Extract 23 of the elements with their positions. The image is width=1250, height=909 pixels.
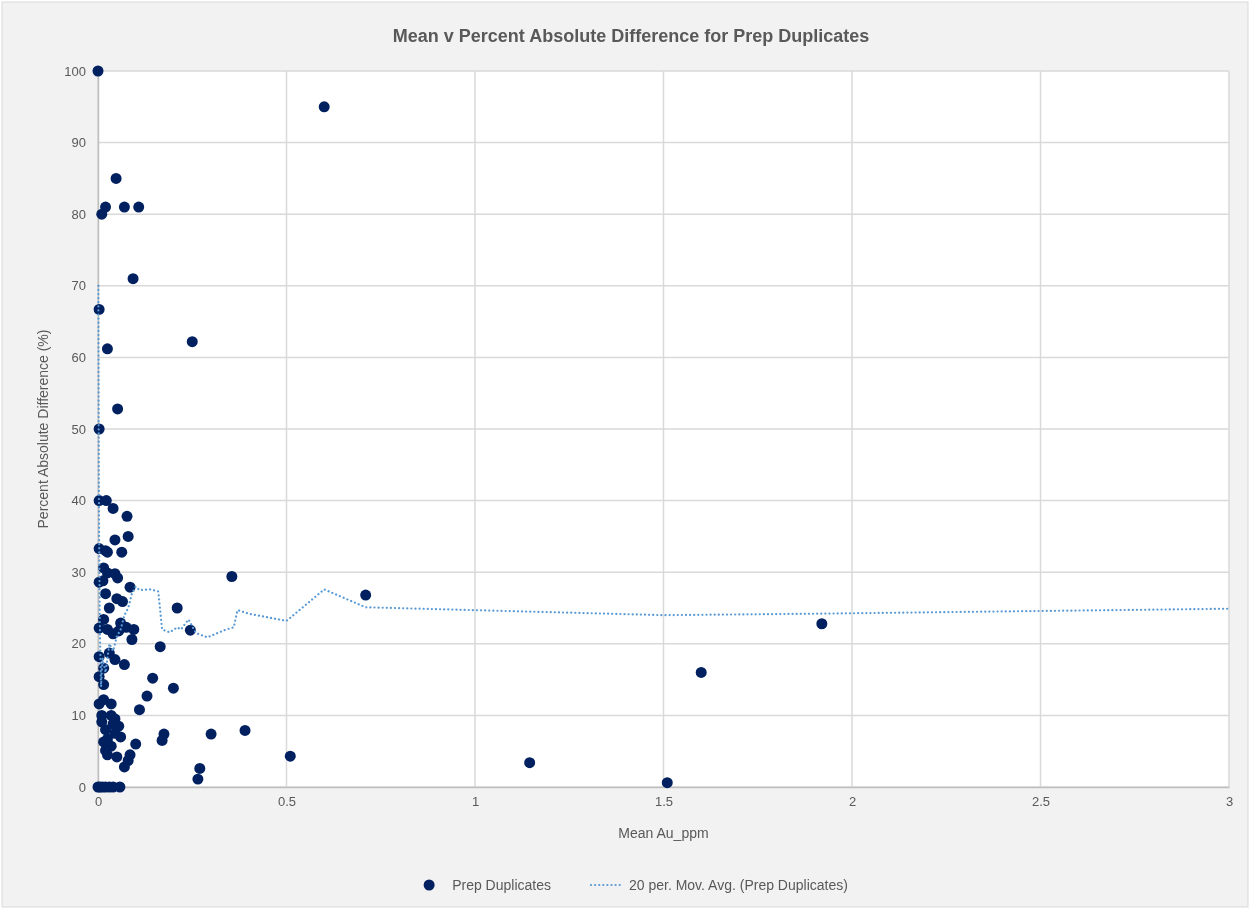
y-tick-label: 70 xyxy=(71,278,86,294)
x-tick-label: 2 xyxy=(848,794,857,810)
x-tick-label: 2.5 xyxy=(1031,794,1051,810)
y-tick-label: 40 xyxy=(71,493,86,509)
y-tick-label: 20 xyxy=(71,636,86,652)
legend-label: Prep Duplicates xyxy=(452,877,551,893)
x-tick-label: 1.5 xyxy=(654,794,674,810)
y-tick-label: 60 xyxy=(71,350,86,366)
chart-title: Mean v Percent Absolute Difference for Prep Duplicates xyxy=(392,26,870,46)
y-tick-label: 10 xyxy=(71,708,86,724)
y-axis-title: Percent Absolute Difference (%) xyxy=(35,329,51,529)
x-tick-label: 0.5 xyxy=(277,794,297,810)
x-axis-title: Mean Au_ppm xyxy=(618,825,709,841)
y-tick-label: 0 xyxy=(78,779,86,795)
x-tick-label: 1 xyxy=(471,794,480,810)
x-tick-label: 3 xyxy=(1225,794,1234,810)
y-tick-label: 100 xyxy=(64,63,86,79)
y-tick-label: 50 xyxy=(71,421,86,437)
y-tick-label: 30 xyxy=(71,564,86,580)
x-tick-label: 0 xyxy=(94,794,103,810)
y-tick-label: 80 xyxy=(71,206,86,222)
y-tick-label: 90 xyxy=(71,135,86,151)
legend-label: 20 per. Mov. Avg. (Prep Duplicates) xyxy=(628,877,848,893)
